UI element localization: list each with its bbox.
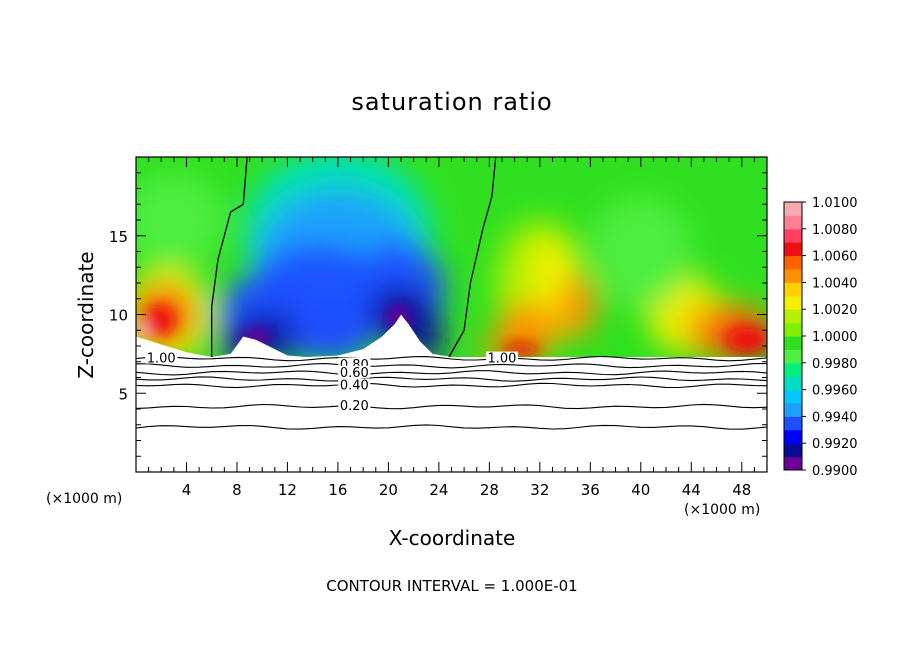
field-detail-blob <box>136 320 150 340</box>
colorbar-segment <box>784 255 802 270</box>
colorbar: 1.0100 1.0080 1.0060 1.0040 1.0020 1.0000 0.99… <box>783 196 858 479</box>
contour-label: 0.20 <box>340 399 369 414</box>
contour-label: 1.00 <box>488 352 517 367</box>
contour-label-bg <box>338 378 371 391</box>
x-tick-label: 24 <box>429 481 448 499</box>
contour-label-bg <box>338 365 371 378</box>
contour-interval-footer: CONTOUR INTERVAL = 1.000E-01 <box>326 577 578 595</box>
colorbar-segment <box>784 349 802 364</box>
colorbar-label: 0.9900 <box>812 464 858 479</box>
x-unit-label-left: (×1000 m) <box>46 491 123 507</box>
x-tick-label: 40 <box>631 481 650 499</box>
x-axis-label: X-coordinate <box>388 526 516 550</box>
colorbar-segment <box>784 309 802 324</box>
chart-title: saturation ratio <box>351 88 553 116</box>
y-tick-label: 15 <box>109 228 128 246</box>
colorbar-segment <box>784 429 802 444</box>
contour-line <box>135 424 768 430</box>
colorbar-label: 1.0100 <box>812 196 858 211</box>
x-tick-label: 36 <box>581 481 600 499</box>
colorbar-segment <box>784 228 802 243</box>
colorbar-label: 1.0080 <box>812 223 858 238</box>
colorbar-segment <box>784 269 802 283</box>
field-blob <box>407 314 446 358</box>
colorbar-label: 1.0020 <box>812 303 858 318</box>
x-unit-label-right: (×1000 m) <box>684 502 761 518</box>
colorbar-segment <box>784 295 802 310</box>
contour-line <box>135 370 768 376</box>
colorbar-segment <box>784 443 802 458</box>
x-tick-label: 4 <box>182 481 192 499</box>
colorbar-segment <box>784 403 802 417</box>
x-tick-label: 8 <box>232 481 242 499</box>
colorbar-segment <box>784 242 802 257</box>
colorbar-segment <box>784 322 802 337</box>
contour-label-bg <box>485 351 518 364</box>
colorbar-label: 1.0000 <box>812 330 858 345</box>
x-tick-label: 32 <box>530 481 549 499</box>
field-blob <box>287 298 376 358</box>
colorbar-segment <box>784 376 802 391</box>
colorbar-label: 1.0040 <box>812 276 858 291</box>
contour-line <box>135 382 768 389</box>
colorbar-label: 0.9940 <box>812 410 858 425</box>
y-axis-label: Z-coordinate <box>74 251 98 379</box>
contour-label-bg <box>338 398 371 411</box>
x-tick-label: 12 <box>278 481 297 499</box>
contour-lines: 1.00 1.000.800.600.400.20 <box>135 156 768 430</box>
field-detail-blob <box>385 305 412 331</box>
x-tick-label: 16 <box>328 481 347 499</box>
colorbar-label: 0.9980 <box>812 357 858 372</box>
colorbar-segment <box>784 202 802 216</box>
colorbar-segment <box>784 389 802 404</box>
colorbar-segment <box>784 416 802 431</box>
y-tick-label: 10 <box>109 307 128 325</box>
field-blob <box>136 172 225 268</box>
x-tick-label: 48 <box>732 481 751 499</box>
y-tick-label: 5 <box>118 385 128 403</box>
contour-line <box>135 376 768 382</box>
unity-contour <box>211 156 248 357</box>
contour-label: 0.40 <box>340 378 369 393</box>
colorbar-label: 0.9960 <box>812 384 858 399</box>
x-tick-label: 44 <box>682 481 701 499</box>
colorbar-label: 1.0060 <box>812 250 858 265</box>
unity-contour <box>448 156 497 358</box>
x-tick-label: 20 <box>379 481 398 499</box>
colorbar-segment <box>784 282 802 297</box>
colorbar-segment <box>784 456 802 471</box>
contour-line <box>136 363 767 369</box>
contour-line <box>135 355 768 362</box>
saturation-field <box>136 157 767 358</box>
contour-label-bg <box>145 351 178 364</box>
x-tick-label: 28 <box>480 481 499 499</box>
contour-line <box>135 403 768 410</box>
field-detail-blob <box>143 306 174 335</box>
field-detail-blob <box>727 328 767 351</box>
colorbar-segment <box>784 336 802 350</box>
colorbar-segment <box>784 362 802 377</box>
colorbar-segment <box>784 215 802 230</box>
colorbar-label: 0.9920 <box>812 437 858 452</box>
contour-label: 0.60 <box>340 366 369 381</box>
field-detail-blob <box>240 328 272 348</box>
field-blob <box>558 275 597 339</box>
field-blob <box>590 196 692 307</box>
contour-label: 1.00 <box>147 352 176 367</box>
